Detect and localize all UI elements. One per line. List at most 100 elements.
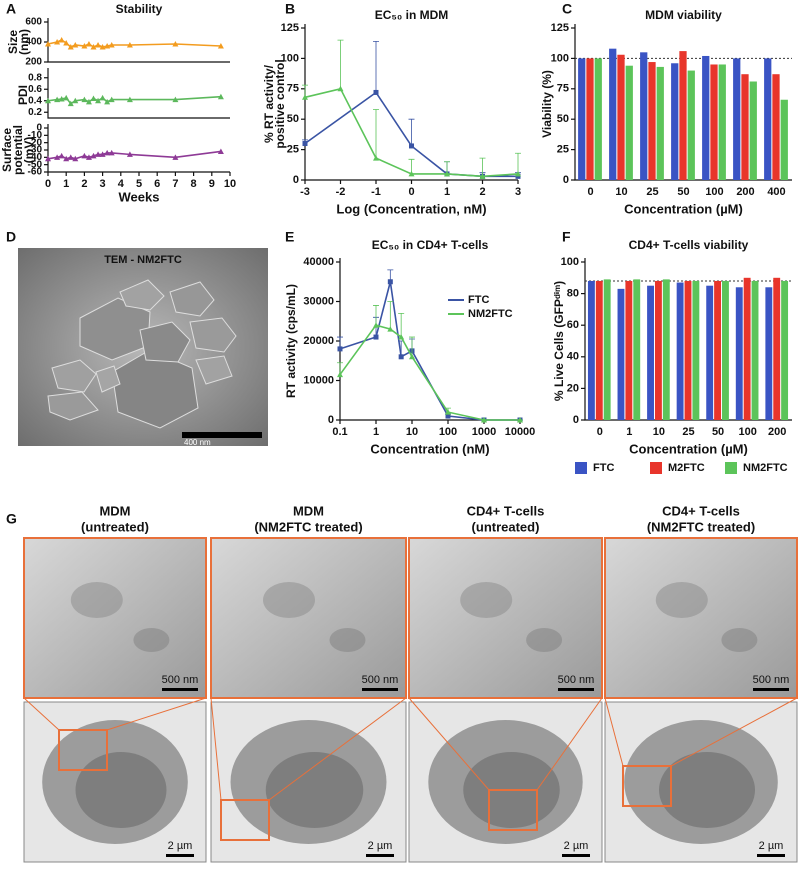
marker bbox=[481, 417, 487, 423]
marker bbox=[479, 173, 486, 179]
marker bbox=[515, 170, 521, 177]
bar bbox=[780, 99, 788, 180]
bar bbox=[741, 74, 749, 180]
marker bbox=[302, 94, 308, 100]
x-tick-label: 5 bbox=[136, 178, 142, 190]
y-tick-label: 25 bbox=[557, 144, 569, 156]
panel-label: C bbox=[562, 1, 572, 17]
nucleus bbox=[265, 752, 364, 828]
axes bbox=[47, 124, 230, 173]
y-tick-label: 125 bbox=[551, 22, 569, 34]
scale-label: 2 µm bbox=[168, 840, 193, 852]
panel-label: B bbox=[285, 1, 295, 17]
axes bbox=[47, 18, 230, 63]
bar bbox=[702, 55, 710, 180]
y-tick-label: -30 bbox=[28, 145, 43, 156]
bar bbox=[764, 58, 772, 180]
x-axis-label: Weeks bbox=[119, 189, 160, 204]
nucleus bbox=[659, 752, 755, 828]
bar bbox=[587, 280, 595, 420]
marker bbox=[45, 41, 51, 47]
x-axis-label: Log (Concentration, nM) bbox=[336, 201, 486, 216]
marker bbox=[126, 42, 133, 48]
organelle bbox=[263, 582, 315, 618]
marker bbox=[45, 97, 51, 104]
scale-label: 2 µm bbox=[564, 840, 589, 852]
organelle bbox=[133, 628, 170, 652]
y-tick-label: 0 bbox=[36, 123, 42, 134]
marker bbox=[373, 155, 379, 161]
marker bbox=[67, 100, 74, 107]
bar bbox=[594, 58, 602, 180]
y-tick-label: -40 bbox=[28, 152, 43, 163]
y-tick-label: 100 bbox=[551, 52, 569, 64]
marker bbox=[99, 151, 106, 157]
axes bbox=[47, 68, 230, 119]
scale-bar bbox=[558, 688, 594, 691]
marker bbox=[398, 354, 404, 360]
marker bbox=[409, 143, 414, 149]
y-axis-label: PDI bbox=[16, 85, 30, 105]
marker bbox=[63, 40, 70, 46]
y-tick-label: 20000 bbox=[303, 335, 334, 347]
error-bar bbox=[515, 152, 521, 174]
marker bbox=[67, 44, 74, 50]
chart-title: EC₅₀ in MDM bbox=[375, 8, 449, 22]
x-tick-label: -1 bbox=[371, 186, 381, 198]
legend-label: NM2FTC bbox=[743, 462, 788, 474]
y-tick-label: 0 bbox=[573, 414, 579, 426]
y-tick-label: 0 bbox=[328, 414, 334, 426]
marker bbox=[172, 154, 179, 160]
tem-image bbox=[18, 248, 268, 446]
zoom-lines bbox=[210, 697, 407, 801]
y-tick-label: 125 bbox=[281, 22, 299, 34]
bar bbox=[749, 81, 757, 180]
x-tick-label: 9 bbox=[209, 178, 215, 190]
scale-bar bbox=[366, 854, 394, 857]
x-tick-label: 1 bbox=[444, 186, 450, 198]
marker bbox=[99, 94, 106, 101]
scale-label: 500 nm bbox=[558, 674, 595, 686]
error-bar bbox=[373, 305, 379, 326]
zoom-box bbox=[58, 729, 108, 771]
x-tick-label: 3 bbox=[515, 186, 521, 198]
x-tick-label: 8 bbox=[191, 178, 197, 190]
x-tick-label: 200 bbox=[736, 186, 754, 198]
y-tick-label: 400 bbox=[25, 37, 42, 48]
legend-label: FTC bbox=[468, 294, 489, 306]
x-tick-label: 400 bbox=[767, 186, 785, 198]
panel-label: E bbox=[285, 229, 294, 245]
marker bbox=[108, 42, 115, 48]
marker bbox=[45, 155, 51, 162]
column-title: MDM bbox=[99, 503, 130, 518]
y-tick-label: -20 bbox=[28, 137, 43, 148]
y-tick-label: 50 bbox=[557, 113, 569, 125]
bar bbox=[671, 63, 679, 180]
y-tick-label: 0 bbox=[293, 174, 299, 186]
error-bar bbox=[373, 109, 379, 159]
column-title: CD4+ T-cells bbox=[467, 503, 545, 518]
bar bbox=[656, 66, 664, 180]
marker bbox=[337, 85, 344, 92]
bar bbox=[684, 280, 692, 420]
marker bbox=[108, 149, 115, 156]
y-tick-label: -10 bbox=[28, 130, 43, 141]
legend-label: FTC bbox=[593, 462, 614, 474]
bar bbox=[617, 54, 625, 180]
x-tick-label: 25 bbox=[646, 186, 658, 198]
marker bbox=[58, 96, 65, 102]
column-subtitle: (untreated) bbox=[81, 519, 149, 534]
marker bbox=[81, 152, 88, 159]
marker bbox=[387, 279, 393, 285]
y-tick-label: 0.6 bbox=[28, 84, 42, 95]
marker bbox=[90, 44, 97, 50]
bar bbox=[735, 287, 743, 420]
column-subtitle: (NM2FTC treated) bbox=[647, 519, 755, 534]
panel-label: G bbox=[6, 511, 17, 527]
legend-label: M2FTC bbox=[668, 462, 705, 474]
marker bbox=[54, 96, 61, 103]
x-tick-label: 50 bbox=[677, 186, 689, 198]
x-tick-label: 200 bbox=[768, 426, 786, 438]
panel-label: A bbox=[6, 1, 16, 17]
bar bbox=[710, 64, 718, 180]
